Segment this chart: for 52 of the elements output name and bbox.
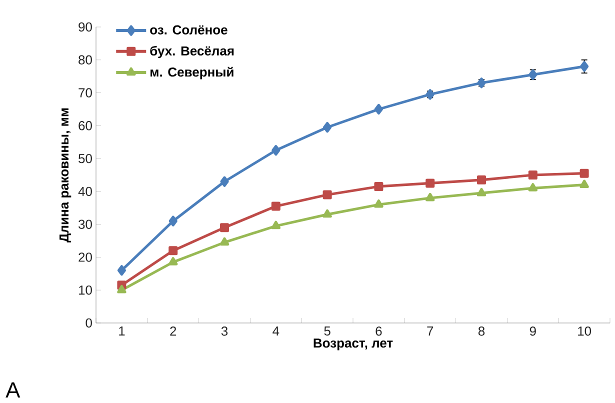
y-tick-label: 40 xyxy=(78,186,92,196)
point xyxy=(477,175,486,184)
point xyxy=(528,183,538,192)
point xyxy=(374,182,384,191)
x-tick-label: 3 xyxy=(221,326,228,336)
y-tick-label: 30 xyxy=(78,220,92,229)
point xyxy=(476,188,486,196)
legend-label: бух. Весёлая xyxy=(150,46,234,58)
y-tick-label: 20 xyxy=(78,252,92,262)
x-tick-label: 7 xyxy=(427,326,434,336)
x-tick-label: 9 xyxy=(530,326,536,336)
y-tick-label: 80 xyxy=(78,55,92,64)
point xyxy=(220,176,229,187)
point xyxy=(271,220,280,230)
legend-label: м. Северный xyxy=(150,66,234,80)
point xyxy=(168,246,178,256)
point xyxy=(117,265,126,276)
x-tick-label: 1 xyxy=(119,326,125,336)
point xyxy=(272,145,280,156)
point xyxy=(580,168,589,178)
point xyxy=(426,192,435,202)
y-tick-label: 70 xyxy=(78,88,92,98)
point xyxy=(374,104,384,115)
y-axis-title: Длина раковины, мм xyxy=(60,108,72,242)
point xyxy=(323,122,332,133)
point xyxy=(322,209,332,218)
y-tick-label: 10 xyxy=(79,285,92,295)
x-axis-title: Возраст, лет xyxy=(314,338,393,350)
point xyxy=(168,216,178,226)
x-tick-label: 8 xyxy=(478,326,485,336)
point xyxy=(168,257,178,266)
point xyxy=(220,223,230,232)
point xyxy=(271,202,280,211)
y-tick-label: 60 xyxy=(78,121,92,130)
point xyxy=(580,180,589,188)
y-tick-label: 0 xyxy=(86,318,92,328)
legend-label: оз. Солёное xyxy=(150,25,228,34)
x-tick-label: 2 xyxy=(170,326,176,336)
y-tick-label: 50 xyxy=(78,154,92,164)
x-tick-label: 6 xyxy=(376,326,382,336)
x-tick-label: 5 xyxy=(324,326,330,336)
text: A xyxy=(6,382,20,398)
y-tick-label: 90 xyxy=(78,22,92,32)
x-tick-label: 4 xyxy=(272,326,280,336)
point xyxy=(426,178,435,188)
point xyxy=(117,285,126,294)
point xyxy=(322,190,332,200)
x-tick-label: 10 xyxy=(578,326,592,336)
point xyxy=(580,61,589,72)
point xyxy=(374,199,384,208)
point xyxy=(528,170,538,180)
point xyxy=(220,237,230,246)
